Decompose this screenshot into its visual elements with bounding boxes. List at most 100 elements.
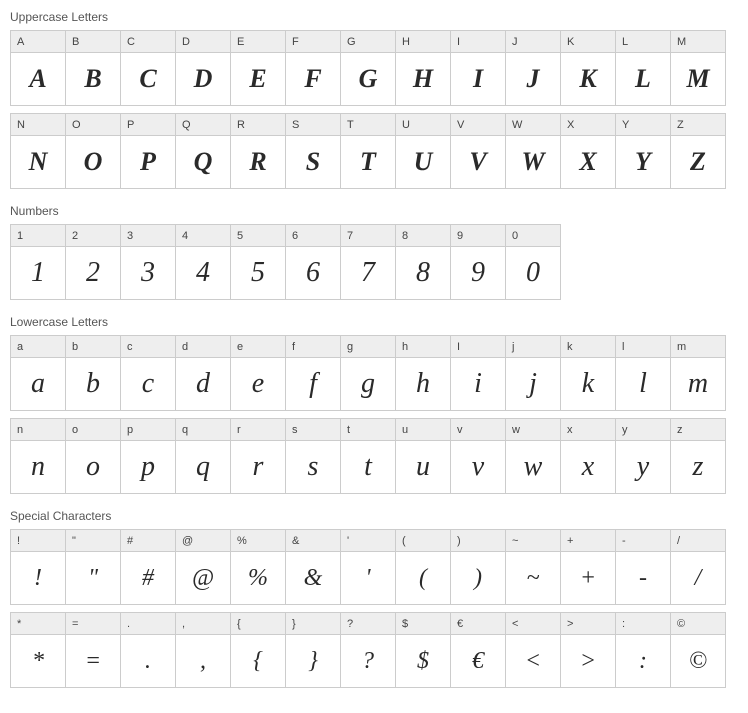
glyph-cell[interactable]: II — [450, 30, 506, 106]
glyph-cell[interactable]: qq — [175, 418, 231, 494]
glyph-cell[interactable]: 99 — [450, 224, 506, 300]
glyph-cell[interactable]: 88 — [395, 224, 451, 300]
glyph-cell[interactable]: LL — [615, 30, 671, 106]
glyph-preview: O — [66, 136, 120, 188]
glyph-cell[interactable]: QQ — [175, 113, 231, 189]
glyph-cell[interactable]: DD — [175, 30, 231, 106]
glyph-cell[interactable]: uu — [395, 418, 451, 494]
glyph-cell[interactable]: MM — [670, 30, 726, 106]
glyph-cell[interactable]: 66 — [285, 224, 341, 300]
glyph-cell[interactable]: // — [670, 529, 726, 605]
glyph-cell[interactable]: TT — [340, 113, 396, 189]
glyph-cell[interactable]: BB — [65, 30, 121, 106]
glyph-cell[interactable]: GG — [340, 30, 396, 106]
glyph-cell[interactable]: 77 — [340, 224, 396, 300]
glyph-cell[interactable]: HH — [395, 30, 451, 106]
glyph-cell[interactable]: tt — [340, 418, 396, 494]
glyph-cell[interactable]: Ii — [450, 335, 506, 411]
glyph-preview: H — [396, 53, 450, 105]
glyph-cell[interactable]: "" — [65, 529, 121, 605]
glyph-label: J — [506, 31, 560, 53]
glyph-cell[interactable]: ~~ — [505, 529, 561, 605]
glyph-cell[interactable]: }} — [285, 612, 341, 688]
glyph-cell[interactable]: >> — [560, 612, 616, 688]
glyph-cell[interactable]: :: — [615, 612, 671, 688]
glyph-cell[interactable]: 44 — [175, 224, 231, 300]
glyph-cell[interactable]: AA — [10, 30, 66, 106]
glyph-cell[interactable]: YY — [615, 113, 671, 189]
glyph-cell[interactable]: SS — [285, 113, 341, 189]
glyph-cell[interactable]: RR — [230, 113, 286, 189]
glyph-cell[interactable]: EE — [230, 30, 286, 106]
glyph-cell[interactable]: ff — [285, 335, 341, 411]
glyph-cell[interactable]: == — [65, 612, 121, 688]
glyph-cell[interactable]: pp — [120, 418, 176, 494]
glyph-cell[interactable]: 22 — [65, 224, 121, 300]
glyph-cell[interactable]: ,, — [175, 612, 231, 688]
glyph-label: 4 — [176, 225, 230, 247]
glyph-cell[interactable]: ++ — [560, 529, 616, 605]
glyph-cell[interactable]: nn — [10, 418, 66, 494]
glyph-cell[interactable]: ZZ — [670, 113, 726, 189]
glyph-cell[interactable]: XX — [560, 113, 616, 189]
glyph-cell[interactable]: %% — [230, 529, 286, 605]
glyph-cell[interactable]: JJ — [505, 30, 561, 106]
glyph-cell[interactable]: ll — [615, 335, 671, 411]
glyph-cell[interactable]: KK — [560, 30, 616, 106]
glyph-cell[interactable]: rr — [230, 418, 286, 494]
glyph-cell[interactable]: ©© — [670, 612, 726, 688]
glyph-cell[interactable]: .. — [120, 612, 176, 688]
glyph-cell[interactable]: kk — [560, 335, 616, 411]
glyph-cell[interactable]: zz — [670, 418, 726, 494]
glyph-cell[interactable]: PP — [120, 113, 176, 189]
glyph-cell[interactable]: ee — [230, 335, 286, 411]
glyph-cell[interactable]: {{ — [230, 612, 286, 688]
glyph-preview: P — [121, 136, 175, 188]
glyph-cell[interactable]: UU — [395, 113, 451, 189]
glyph-cell[interactable]: @@ — [175, 529, 231, 605]
glyph-cell[interactable]: cc — [120, 335, 176, 411]
glyph-cell[interactable]: jj — [505, 335, 561, 411]
glyph-cell[interactable]: (( — [395, 529, 451, 605]
glyph-cell[interactable]: '' — [340, 529, 396, 605]
glyph-cell[interactable]: FF — [285, 30, 341, 106]
glyph-preview: } — [286, 635, 340, 687]
glyph-cell[interactable]: xx — [560, 418, 616, 494]
glyph-label: $ — [396, 613, 450, 635]
glyph-cell[interactable]: hh — [395, 335, 451, 411]
glyph-cell[interactable]: ** — [10, 612, 66, 688]
glyph-cell[interactable]: NN — [10, 113, 66, 189]
glyph-cell[interactable]: yy — [615, 418, 671, 494]
glyph-cell[interactable]: aa — [10, 335, 66, 411]
glyph-cell[interactable]: 55 — [230, 224, 286, 300]
glyph-cell[interactable]: bb — [65, 335, 121, 411]
glyph-label: 0 — [506, 225, 560, 247]
glyph-cell[interactable]: gg — [340, 335, 396, 411]
glyph-preview: p — [121, 441, 175, 493]
glyph-cell[interactable]: 33 — [120, 224, 176, 300]
glyph-cell[interactable]: 00 — [505, 224, 561, 300]
glyph-cell[interactable]: ss — [285, 418, 341, 494]
glyph-cell[interactable]: CC — [120, 30, 176, 106]
glyph-cell[interactable]: OO — [65, 113, 121, 189]
glyph-label: ' — [341, 530, 395, 552]
glyph-cell[interactable]: ## — [120, 529, 176, 605]
glyph-cell[interactable]: vv — [450, 418, 506, 494]
glyph-cell[interactable]: dd — [175, 335, 231, 411]
glyph-cell[interactable]: && — [285, 529, 341, 605]
glyph-cell[interactable]: ww — [505, 418, 561, 494]
glyph-preview: w — [506, 441, 560, 493]
glyph-label: w — [506, 419, 560, 441]
glyph-cell[interactable]: $$ — [395, 612, 451, 688]
glyph-cell[interactable]: !! — [10, 529, 66, 605]
glyph-cell[interactable]: mm — [670, 335, 726, 411]
glyph-cell[interactable]: )) — [450, 529, 506, 605]
glyph-cell[interactable]: << — [505, 612, 561, 688]
glyph-cell[interactable]: €€ — [450, 612, 506, 688]
glyph-cell[interactable]: 11 — [10, 224, 66, 300]
glyph-cell[interactable]: oo — [65, 418, 121, 494]
glyph-cell[interactable]: WW — [505, 113, 561, 189]
glyph-cell[interactable]: ?? — [340, 612, 396, 688]
glyph-cell[interactable]: VV — [450, 113, 506, 189]
glyph-cell[interactable]: -- — [615, 529, 671, 605]
